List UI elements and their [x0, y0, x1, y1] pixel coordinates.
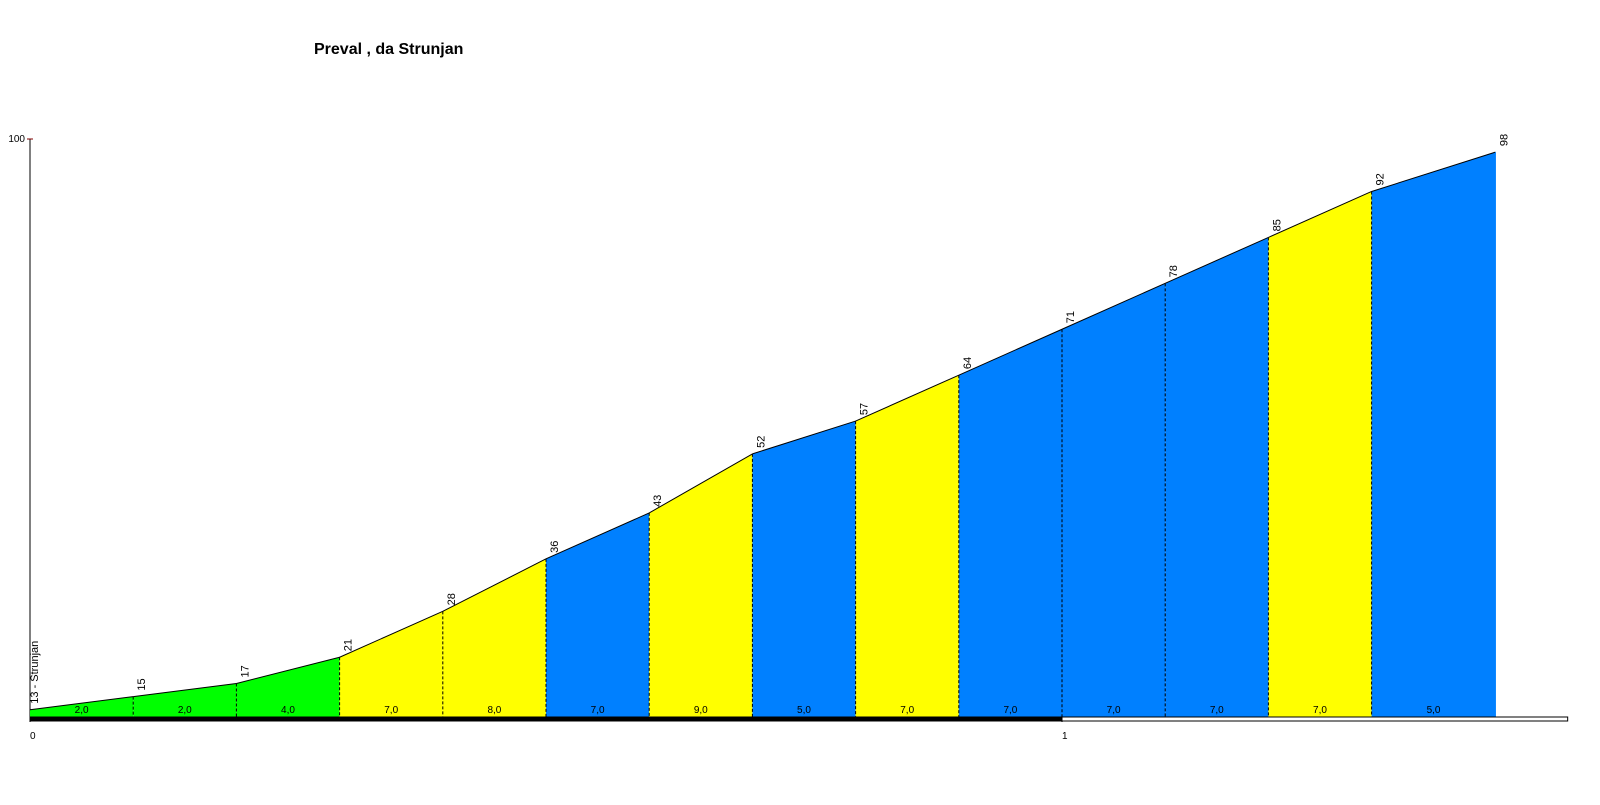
profile-segment — [133, 683, 237, 717]
profile-segment — [442, 558, 546, 717]
gradient-label: 5,0 — [1427, 705, 1441, 716]
elevation-label: 28 — [446, 593, 458, 605]
elevation-label: 36 — [549, 541, 561, 553]
gradient-label: 7,0 — [1003, 705, 1017, 716]
profile-segment — [649, 453, 753, 717]
gradient-label: 7,0 — [1107, 705, 1121, 716]
profile-edge — [1164, 236, 1269, 284]
elevation-label: 52 — [755, 436, 767, 448]
profile-edge — [442, 558, 547, 612]
gradient-label: 7,0 — [591, 705, 605, 716]
profile-edge — [855, 374, 960, 422]
profile-segment — [752, 421, 856, 717]
gradient-label: 2,0 — [75, 705, 89, 716]
elevation-label: 21 — [343, 639, 355, 651]
profile-edge — [1061, 282, 1166, 330]
elevation-label: 92 — [1375, 173, 1387, 185]
profile-segment — [30, 696, 134, 717]
gradient-label: 5,0 — [797, 705, 811, 716]
profile-edge — [1268, 191, 1372, 238]
elevation-label: 85 — [1271, 219, 1283, 231]
gradient-label: 7,0 — [384, 705, 398, 716]
profile-segment — [1062, 283, 1166, 717]
profile-edge — [648, 453, 753, 514]
gradient-label: 2,0 — [178, 705, 192, 716]
elevation-label: 15 — [136, 678, 148, 690]
profile-segment — [1371, 152, 1496, 717]
gradient-label: 7,0 — [1313, 705, 1327, 716]
profile-edge — [339, 610, 444, 658]
gradient-label: 4,0 — [281, 705, 295, 716]
distance-bar — [30, 717, 1062, 721]
profile-segment — [546, 512, 650, 717]
profile-segment — [958, 329, 1062, 717]
gradient-label: 9,0 — [694, 705, 708, 716]
profile-edge — [545, 512, 650, 560]
gradient-label: 7,0 — [900, 705, 914, 716]
profile-segment — [236, 657, 340, 717]
elevation-label: 43 — [652, 495, 664, 507]
x-tick-label: 0 — [30, 731, 36, 742]
gradient-label: 7,0 — [1210, 705, 1224, 716]
elevation-label: 17 — [239, 665, 251, 677]
profile-segment — [855, 375, 959, 717]
elevation-label: 78 — [1168, 265, 1180, 277]
profile-edge — [958, 328, 1063, 376]
profile-segment — [1268, 191, 1372, 718]
x-tick-label: 1 — [1062, 731, 1068, 742]
elevation-label: 71 — [1065, 311, 1077, 323]
profile-edge — [133, 682, 237, 698]
profile-segment — [339, 611, 443, 717]
elevation-label: 57 — [859, 403, 871, 415]
profile-edge — [236, 656, 340, 684]
elevation-label: 13 - Strunjan — [29, 641, 41, 704]
profile-edge — [29, 696, 134, 711]
profile-edge — [752, 420, 856, 455]
y-tick-label: 100 — [8, 134, 25, 145]
elevation-label: 64 — [962, 357, 974, 369]
profile-segment — [1165, 237, 1269, 717]
elevation-label: 98 — [1498, 134, 1510, 146]
profile-edge — [1371, 151, 1496, 192]
chart-title: Preval , da Strunjan — [314, 41, 463, 58]
gradient-label: 8,0 — [487, 705, 501, 716]
